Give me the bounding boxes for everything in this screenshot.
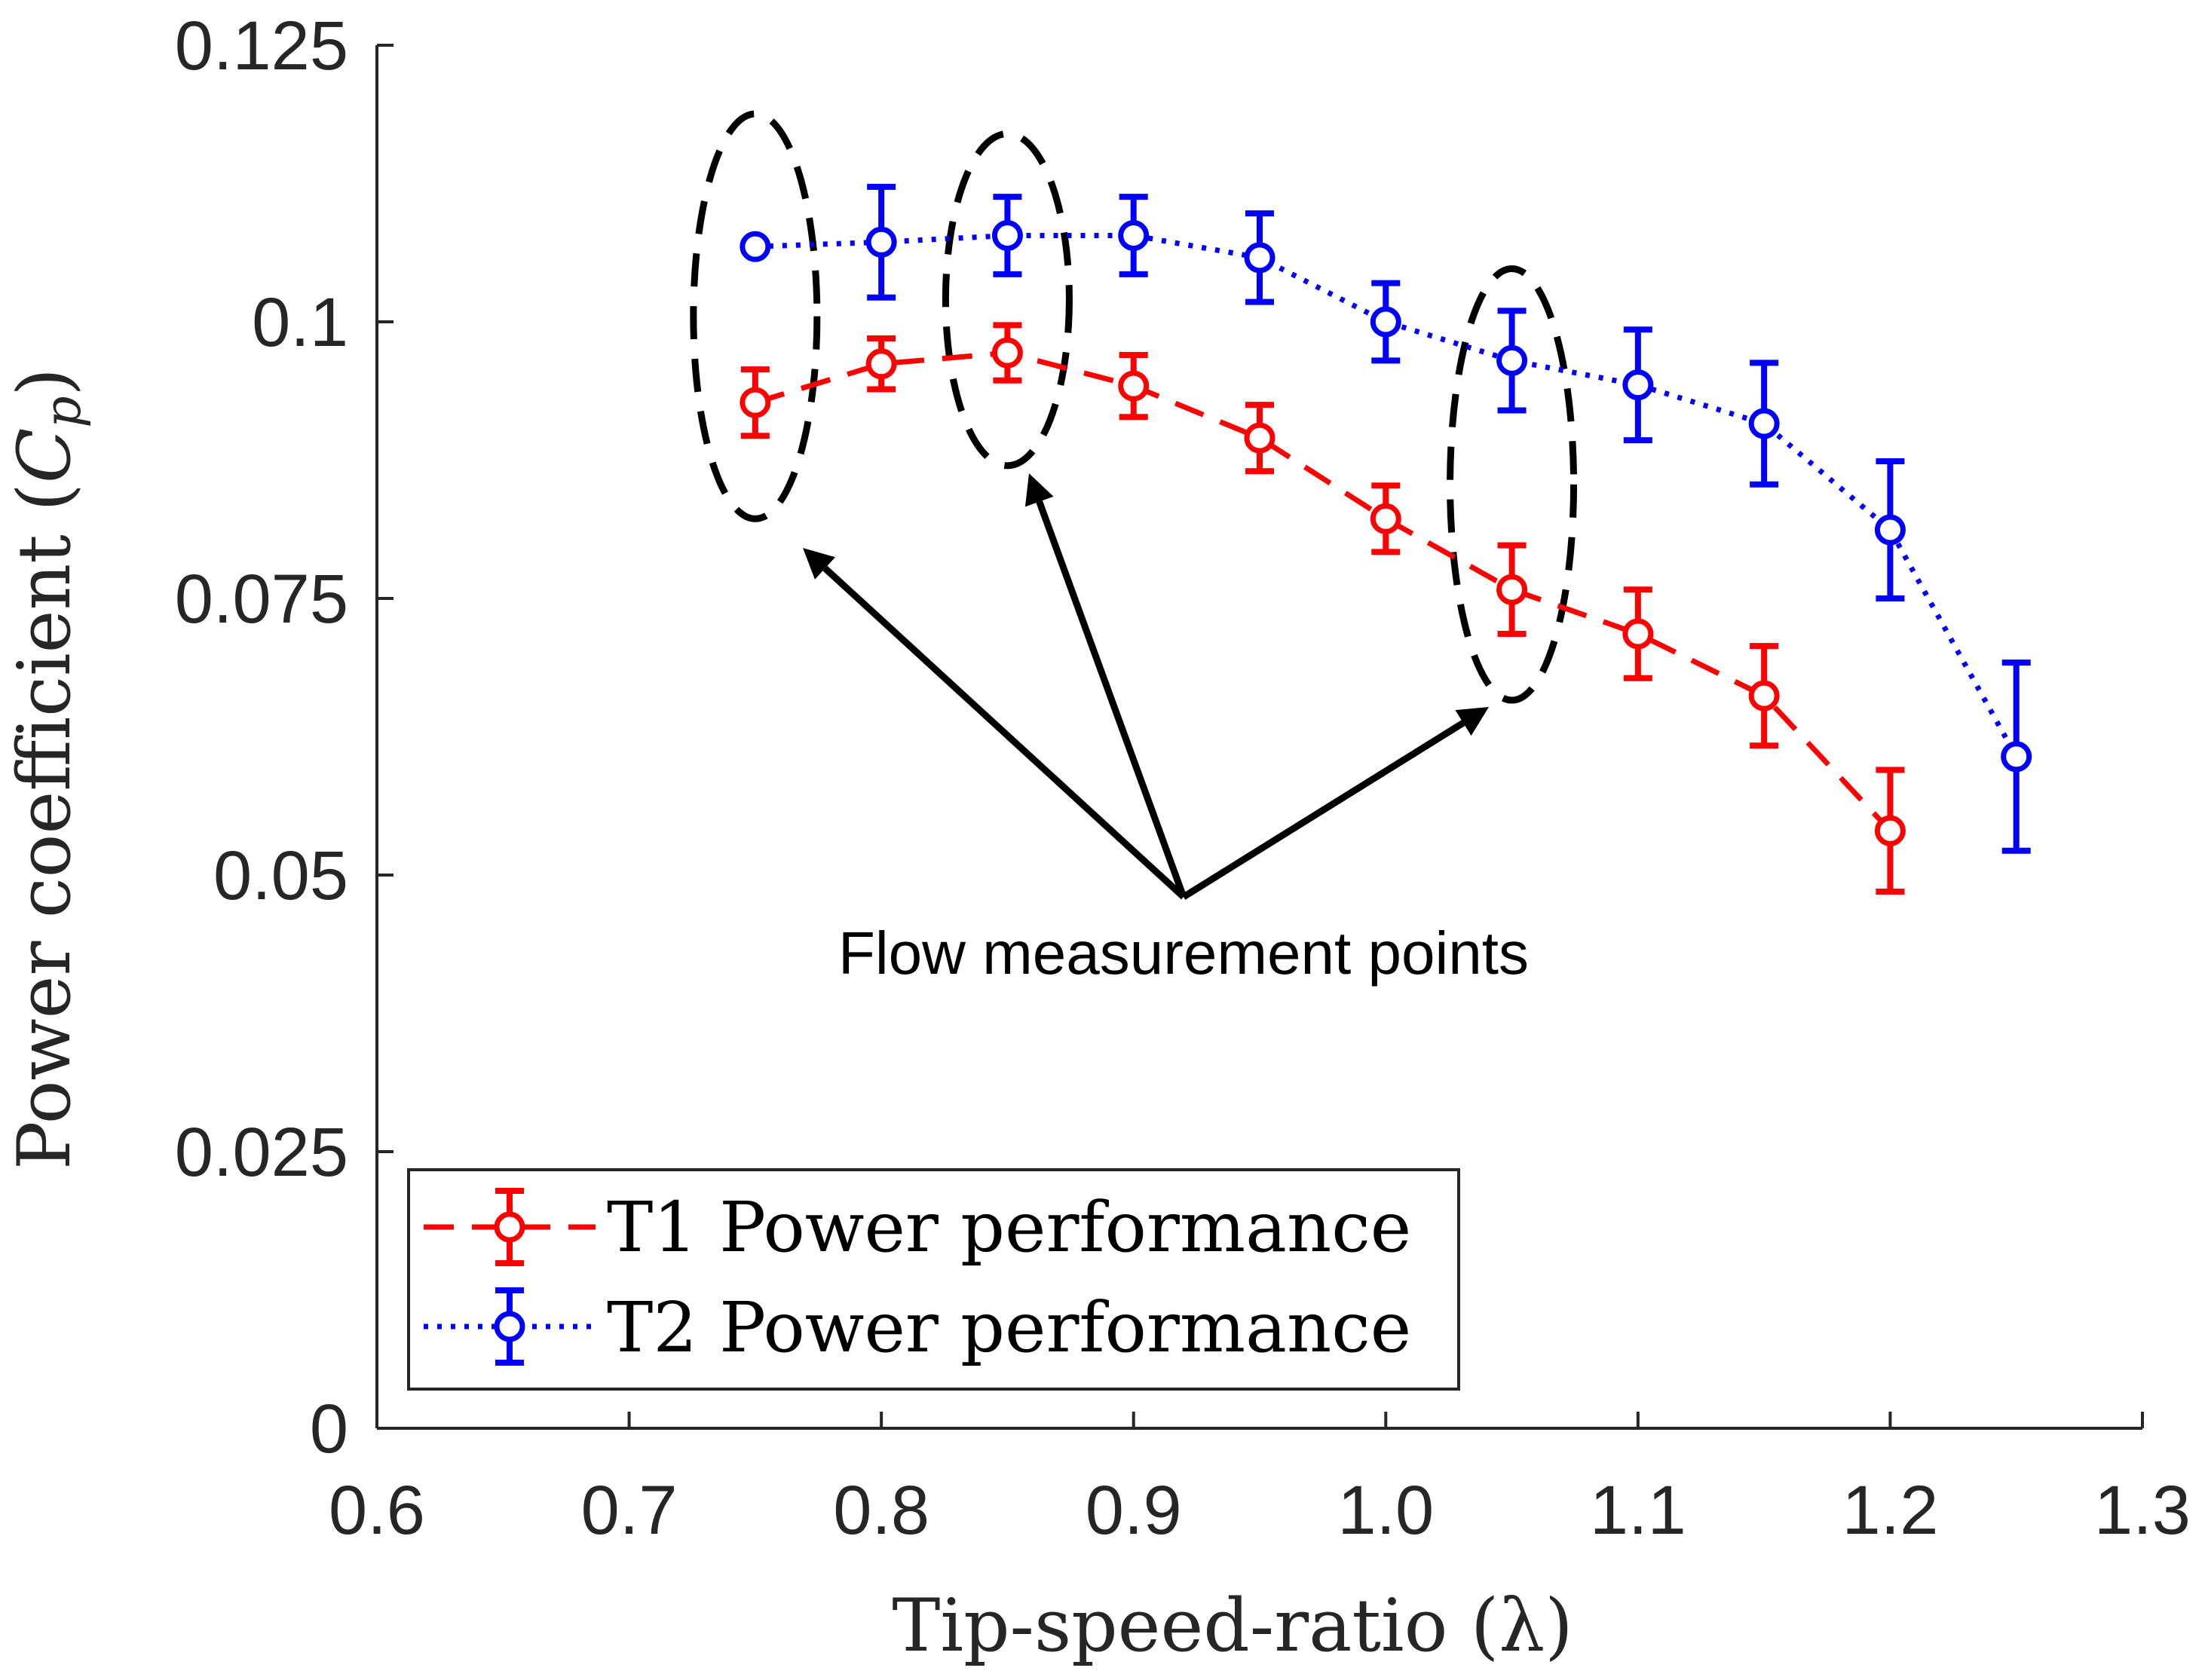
annotation-arrow-head bbox=[1455, 707, 1489, 736]
axes: 0.6 0.7 0.8 0.9 1.0 1.1 1.2 1.3 0 0.025 0.05 0.075 0… bbox=[175, 8, 2191, 1549]
annotation-arrow-head bbox=[1024, 473, 1054, 507]
legend: T1 Power performance T2 Power performanc… bbox=[407, 1168, 1460, 1391]
x-tick-label: 1.1 bbox=[1590, 1472, 1686, 1549]
y-axis-title-sub: p bbox=[34, 396, 92, 427]
legend-marker-1 bbox=[494, 1211, 525, 1243]
data-point bbox=[1244, 242, 1275, 274]
data-point bbox=[2001, 741, 2032, 773]
data-point bbox=[1748, 680, 1780, 711]
data-point bbox=[991, 337, 1023, 369]
y-axis-title: Power coefficient (Cp) bbox=[2, 368, 92, 1170]
data-point bbox=[1622, 369, 1654, 401]
series-2 bbox=[740, 183, 2032, 854]
y-tick-label: 0 bbox=[310, 1391, 348, 1467]
data-point bbox=[1748, 408, 1780, 439]
data-point bbox=[1622, 618, 1654, 650]
y-tick-label: 0.125 bbox=[175, 8, 348, 84]
legend-box bbox=[407, 1168, 1460, 1391]
annotation-arrow-line bbox=[1036, 500, 1187, 898]
measurement-highlights bbox=[690, 110, 1578, 704]
x-tick-label: 0.6 bbox=[329, 1472, 425, 1549]
data-point bbox=[1496, 574, 1528, 605]
data-point bbox=[1874, 815, 1906, 846]
data-point bbox=[1370, 503, 1401, 534]
y-tick-label: 0.1 bbox=[252, 284, 348, 361]
legend-entry-t2: T2 Power performance bbox=[607, 1287, 1411, 1368]
measurement-ellipse bbox=[690, 110, 821, 522]
data-point bbox=[865, 348, 897, 380]
x-tick-label: 1.0 bbox=[1337, 1472, 1434, 1549]
y-axis-title-var: C bbox=[2, 428, 87, 483]
x-tick-label: 1.3 bbox=[2094, 1472, 2191, 1549]
x-tick-label: 0.9 bbox=[1086, 1472, 1182, 1549]
data-point bbox=[1496, 344, 1528, 376]
y-tick-label: 0.075 bbox=[175, 561, 348, 638]
y-axis-title-main: Power coefficient ( bbox=[2, 483, 87, 1170]
annotation-label: Flow measurement points bbox=[838, 920, 1529, 987]
y-tick-label: 0.05 bbox=[213, 837, 348, 914]
annotation-arrow-line bbox=[822, 565, 1187, 900]
data-point bbox=[1370, 306, 1401, 338]
data-point bbox=[1118, 219, 1150, 251]
measurement-ellipse bbox=[942, 130, 1073, 470]
x-tick-label: 0.8 bbox=[833, 1472, 929, 1549]
measurement-ellipse bbox=[1447, 265, 1578, 704]
x-tick-label: 1.2 bbox=[1842, 1472, 1938, 1549]
data-point bbox=[740, 387, 771, 418]
x-tick-label: 0.7 bbox=[581, 1472, 678, 1549]
data-point bbox=[1244, 422, 1275, 454]
annotation-arrow-line bbox=[1181, 720, 1465, 900]
legend-marker-2 bbox=[494, 1311, 525, 1342]
legend-symbols bbox=[424, 1188, 596, 1366]
series-1 bbox=[740, 322, 1906, 895]
data-point bbox=[991, 219, 1023, 251]
y-axis-title-close: ) bbox=[2, 368, 87, 396]
data-series bbox=[740, 183, 2032, 895]
data-point bbox=[1874, 514, 1906, 546]
annotation-arrows bbox=[803, 473, 1489, 900]
data-point bbox=[740, 231, 771, 262]
y-tick-label: 0.025 bbox=[175, 1114, 348, 1191]
data-point bbox=[1118, 370, 1150, 402]
data-point bbox=[865, 226, 897, 258]
legend-entry-t1: T1 Power performance bbox=[607, 1187, 1411, 1268]
annotation-arrow-head bbox=[803, 548, 835, 580]
series-1-line bbox=[754, 350, 1892, 833]
x-axis-title: Tip-speed-ratio (λ) bbox=[892, 1584, 1573, 1668]
